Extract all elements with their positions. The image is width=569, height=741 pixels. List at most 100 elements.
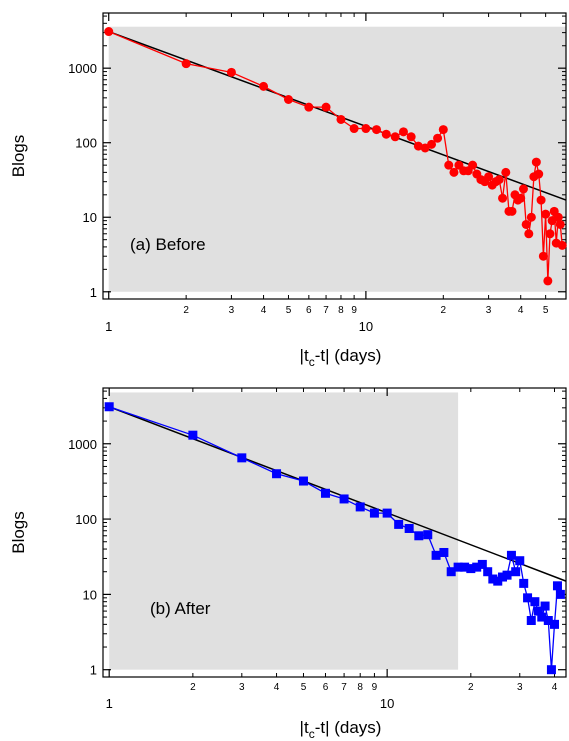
data-point <box>543 616 553 626</box>
data-point <box>536 195 546 205</box>
data-point <box>427 139 437 149</box>
y-tick-label: 100 <box>75 512 97 527</box>
data-point <box>555 589 565 599</box>
data-point <box>181 59 191 69</box>
x-minor-tick-label: 7 <box>341 682 347 693</box>
data-point <box>237 453 247 463</box>
data-point <box>531 157 541 167</box>
x-minor-tick-label: 4 <box>552 682 558 693</box>
x-minor-tick-label: 9 <box>372 682 378 693</box>
data-point <box>446 567 456 577</box>
data-point <box>104 402 114 412</box>
data-point <box>546 665 556 675</box>
data-point <box>394 519 404 529</box>
y-tick-label: 100 <box>75 136 97 151</box>
data-point <box>526 616 536 626</box>
x-minor-tick-label: 2 <box>441 305 447 316</box>
panel-label: (b) After <box>150 599 211 618</box>
data-point <box>336 114 346 124</box>
data-point <box>104 27 114 37</box>
data-point <box>304 102 314 112</box>
x-minor-tick-label: 4 <box>518 305 524 316</box>
x-minor-tick-label: 6 <box>306 305 312 316</box>
data-point <box>494 175 504 185</box>
y-axis-title: Blogs <box>9 135 28 178</box>
y-tick-label: 1000 <box>68 61 97 76</box>
x-minor-tick-label: 3 <box>239 682 245 693</box>
data-point <box>524 229 534 239</box>
y-tick-label: 1 <box>90 663 97 678</box>
data-point <box>398 127 408 137</box>
shaded-region <box>108 26 566 292</box>
plot-frame <box>102 387 567 678</box>
data-point <box>553 212 563 222</box>
plot-frame <box>102 12 567 300</box>
x-minor-tick-label: 2 <box>183 305 189 316</box>
data-point <box>502 570 512 580</box>
x-minor-tick-label: 3 <box>229 305 235 316</box>
data-point <box>433 133 443 143</box>
y-tick-label: 1 <box>90 285 97 300</box>
data-point <box>511 567 521 577</box>
y-tick-label: 10 <box>83 587 97 602</box>
data-point <box>406 132 416 142</box>
x-minor-tick-label: 2 <box>190 682 196 693</box>
data-point <box>519 578 529 588</box>
x-minor-tick-label: 4 <box>261 305 267 316</box>
x-tick-label: 10 <box>359 319 373 334</box>
x-minor-tick-label: 3 <box>486 305 492 316</box>
data-point <box>538 251 548 261</box>
x-minor-tick-label: 2 <box>468 682 474 693</box>
y-axis-title: Blogs <box>9 511 28 554</box>
data-point <box>372 125 382 135</box>
data-point <box>537 612 547 622</box>
data-point <box>530 597 540 607</box>
y-tick-label: 10 <box>83 210 97 225</box>
data-point <box>466 564 476 574</box>
x-axis-title: |tc-t| (days) <box>300 718 382 741</box>
data-point <box>439 547 449 557</box>
x-minor-tick-label: 3 <box>517 682 523 693</box>
x-minor-tick-label: 5 <box>286 305 292 316</box>
data-point <box>540 601 550 611</box>
x-tick-label: 1 <box>105 319 112 334</box>
data-point <box>431 550 441 560</box>
x-minor-tick-label: 6 <box>323 682 329 693</box>
data-point <box>506 550 516 560</box>
data-point <box>438 125 448 135</box>
data-point <box>516 193 526 203</box>
data-point <box>188 430 198 440</box>
data-point <box>404 523 414 533</box>
data-point <box>361 124 371 134</box>
data-point <box>355 502 365 512</box>
x-minor-tick-label: 5 <box>301 682 307 693</box>
x-tick-label: 1 <box>106 696 113 711</box>
data-point <box>444 160 454 170</box>
data-point <box>507 206 517 216</box>
data-point <box>498 193 508 203</box>
x-axis-title: |tc-t| (days) <box>300 346 382 369</box>
data-point <box>545 229 555 239</box>
data-point <box>259 81 269 91</box>
data-point <box>468 160 478 170</box>
data-point <box>472 562 482 572</box>
data-point <box>413 141 423 151</box>
data-point <box>518 184 528 194</box>
data-point <box>390 132 400 142</box>
data-point <box>541 209 551 219</box>
data-point <box>552 581 562 591</box>
data-point <box>423 530 433 540</box>
data-point <box>523 593 533 603</box>
panel-label: (a) Before <box>130 235 206 254</box>
data-point <box>349 124 359 134</box>
chart-panel-2: 1 10 100 1000 1 10 2 3 4 5 6 7 8 9 2 3 4 (b) After Blogs |t… <box>9 387 567 741</box>
x-minor-tick-label: 5 <box>543 305 549 316</box>
data-point <box>555 219 565 229</box>
data-point <box>369 508 379 518</box>
data-point <box>515 556 525 566</box>
data-point <box>533 606 543 616</box>
x-tick-label: 10 <box>380 696 394 711</box>
shaded-region <box>109 392 459 670</box>
x-minor-tick-label: 8 <box>357 682 363 693</box>
